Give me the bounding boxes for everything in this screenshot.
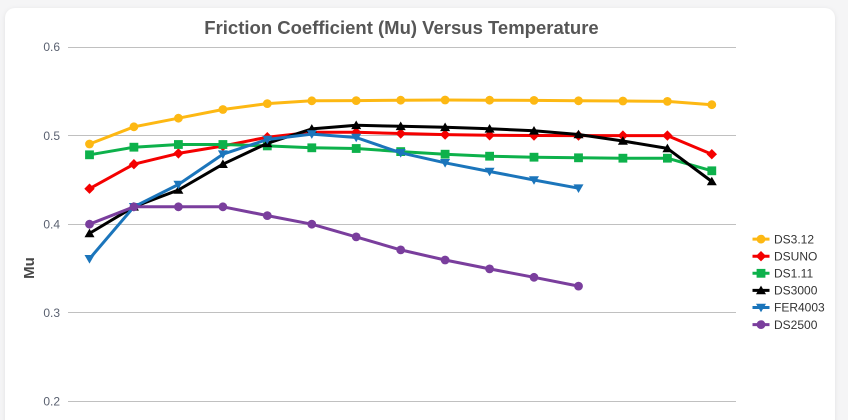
svg-text:0.3: 0.3	[43, 306, 60, 320]
svg-text:DSUNO: DSUNO	[774, 249, 817, 263]
svg-text:0.4: 0.4	[43, 217, 60, 231]
svg-text:Friction Coefficient (Mu) Vers: Friction Coefficient (Mu) Versus Tempera…	[204, 17, 598, 38]
svg-text:FER4003: FER4003	[774, 301, 825, 315]
svg-text:DS3.12: DS3.12	[774, 232, 814, 246]
svg-text:DS3000: DS3000	[774, 284, 818, 298]
svg-text:0.5: 0.5	[43, 129, 60, 143]
svg-text:DS2500: DS2500	[774, 318, 818, 332]
svg-text:DS1.11: DS1.11	[774, 267, 813, 281]
svg-text:0.2: 0.2	[43, 395, 60, 409]
svg-text:0.6: 0.6	[43, 40, 60, 54]
svg-text:Mu: Mu	[21, 257, 38, 279]
